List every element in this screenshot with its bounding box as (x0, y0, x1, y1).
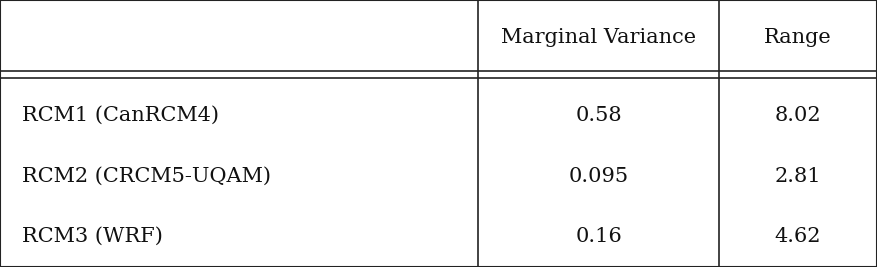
Text: RCM3 (WRF): RCM3 (WRF) (22, 227, 163, 246)
Text: Range: Range (764, 28, 832, 47)
Text: 4.62: 4.62 (774, 227, 822, 246)
Text: RCM1 (CanRCM4): RCM1 (CanRCM4) (22, 106, 219, 125)
Text: 0.095: 0.095 (568, 167, 629, 186)
Text: 8.02: 8.02 (774, 106, 822, 125)
Text: Marginal Variance: Marginal Variance (501, 28, 696, 47)
Text: 2.81: 2.81 (774, 167, 822, 186)
Text: 0.16: 0.16 (575, 227, 622, 246)
Text: RCM2 (CRCM5-UQAM): RCM2 (CRCM5-UQAM) (22, 167, 271, 186)
Text: 0.58: 0.58 (575, 106, 622, 125)
